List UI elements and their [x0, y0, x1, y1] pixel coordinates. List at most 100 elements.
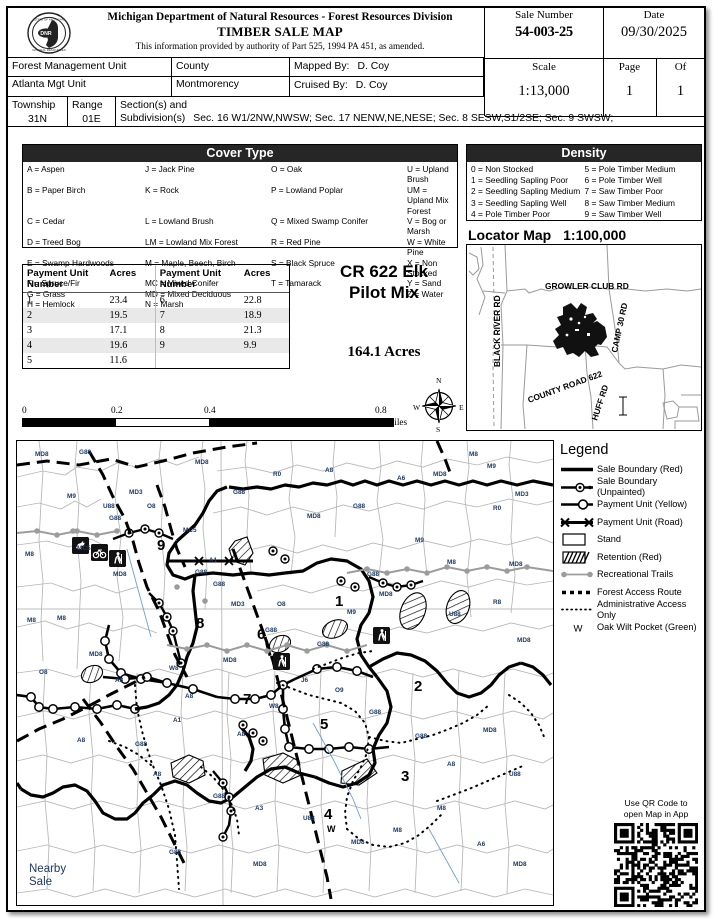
locator-map[interactable]: GROWLER CLUB RD BLACK RIVER RD CAMP 30 R…: [466, 244, 702, 431]
svg-text:W: W: [574, 623, 583, 634]
scale-bar: 0 0.2 0.4 0.8: [22, 406, 394, 427]
cell-acres-1: 19.6: [105, 338, 156, 353]
payment-unit-table: Payment Unit Number Acres Payment Unit Num…: [22, 264, 290, 369]
map-stand-label: MD8: [351, 839, 365, 846]
map-stand-label: G88: [265, 627, 278, 634]
hiking-trail-marker-icon[interactable]: [109, 550, 126, 567]
scale-tick-0: 0: [22, 406, 27, 416]
cell-acres-1: 23.4: [109, 295, 128, 306]
cover-type-panel: Cover Type A = Aspen J = Jack Pine O = Oak…: [22, 144, 458, 309]
township-value: 31N: [27, 114, 48, 125]
map-stand-label: A3: [255, 805, 264, 812]
cell-unit-2: 6: [154, 292, 240, 308]
qr-code-block[interactable]: Use QR Code to open Map in App: [608, 798, 704, 908]
agency-line: Michigan Department of Natural Resources…: [107, 11, 453, 23]
line-open-circle-icon: [559, 497, 597, 512]
header-title-block: DNR STATE OF MICHIGAN NATURAL RESOURCES …: [8, 8, 484, 58]
map-stand-label: MD8: [223, 657, 237, 664]
dashed-thick-line-icon: [559, 585, 597, 600]
cover-type-entry: J = Jack Pine: [145, 164, 195, 174]
map-stand-label: M8: [27, 617, 36, 624]
map-stand-label: G88: [79, 449, 92, 456]
map-oak-wilt-marker: W: [327, 824, 336, 834]
bike-trail-marker-icon[interactable]: [91, 544, 108, 561]
legend-item-label: Payment Unit (Yellow): [597, 499, 688, 510]
cell-acres-1: 11.6: [109, 355, 127, 366]
qr-instruction-line2: open Map in App: [623, 808, 689, 819]
legend-title: Legend: [560, 442, 609, 458]
map-stand-label: M8: [437, 805, 446, 812]
sections-label-2: Subdivision(s): [120, 113, 186, 124]
cruised-by-cell: Cruised By: D. Coy: [290, 77, 484, 97]
density-list: 0 = Non Stocked 5 = Pole Timber Medium 1 =…: [467, 162, 701, 222]
legend-item-label: Stand: [597, 534, 622, 545]
mapped-by-cell: Mapped By: D. Coy: [290, 58, 484, 77]
sections-cell: Section(s) and Subdivision(s) Sec. 16 W1…: [116, 97, 704, 127]
line-circle-dot-icon: [559, 480, 597, 495]
map-stand-label: MD8: [89, 651, 103, 658]
legend-item: Administrative Access Only: [556, 598, 702, 620]
map-stand-label: MC5: [77, 545, 91, 552]
map-stand-label: MD3: [129, 489, 143, 496]
map-stand-label: G88: [135, 741, 148, 748]
cover-type-entry: X = Non Stocked: [407, 257, 438, 279]
map-stand-label: U88: [449, 611, 461, 618]
map-stand-label: U88: [509, 771, 521, 778]
locator-road-growler-club-rd: GROWLER CLUB RD: [545, 281, 629, 291]
map-payment-unit-1: 1: [335, 593, 344, 610]
legend-item-label: Sale Boundary (Red): [597, 464, 683, 475]
cover-type-entry: Z = Water: [407, 288, 444, 299]
solid-line-icon: [559, 462, 597, 477]
map-stand-label: U88: [303, 815, 315, 822]
legend-item-label: Oak Wilt Pocket (Green): [597, 621, 697, 632]
cell-unit-1: 1: [27, 295, 33, 306]
sale-title-block: CR 622 Elk Pilot Mix: [304, 261, 464, 303]
range-cell: Range 01E: [68, 97, 116, 127]
cover-type-entry: P = Lowland Poplar: [271, 184, 344, 195]
cell-unit-2: 8: [154, 323, 240, 338]
document-sheet: DNR STATE OF MICHIGAN NATURAL RESOURCES …: [6, 6, 706, 912]
density-entry: 1 = Seedling Sapling Poor: [471, 175, 569, 186]
density-panel: Density 0 = Non Stocked 5 = Pole Timber M…: [466, 144, 702, 221]
col-payment-unit-number-1: Payment Unit Number: [23, 265, 106, 293]
cover-type-entry: O = Oak: [271, 164, 303, 174]
map-canvas[interactable]: [17, 441, 553, 905]
hiking-trail-marker-icon-2[interactable]: [373, 627, 390, 644]
range-value: 01E: [82, 114, 101, 125]
map-stand-label: G88: [369, 709, 382, 716]
main-map[interactable]: 9 8 6 7 1 2 5 3 4 W Nearby Sale: [16, 440, 554, 906]
map-stand-label: M9: [67, 493, 76, 500]
cell-acres-1: 17.1: [109, 325, 128, 336]
map-stand-label: G88: [317, 641, 330, 648]
equestrian-trail-marker-icon[interactable]: [72, 537, 89, 554]
cover-type-entry: E = Swamp Hardwoods: [27, 257, 114, 268]
map-stand-label: W8: [169, 665, 179, 672]
hiking-trail-marker-icon-3[interactable]: [273, 653, 290, 670]
qr-code-icon[interactable]: [614, 823, 699, 908]
cover-type-entry: R = Red Pine: [271, 236, 321, 247]
compass-n: N: [436, 376, 442, 385]
map-stand-label: MD8: [113, 571, 127, 578]
map-stand-label: MD8: [379, 591, 393, 598]
map-stand-label: O8: [277, 601, 286, 608]
cell-acres-2: 9.9: [239, 338, 289, 353]
legend-item-label: Administrative Access Only: [597, 598, 687, 620]
map-stand-label: MD8: [35, 451, 49, 458]
map-stand-label: MD8: [513, 861, 527, 868]
line-x-marks-icon: [559, 515, 597, 530]
page-value: 1: [625, 83, 634, 99]
map-stand-label: G88: [213, 581, 226, 588]
fmu-label: Forest Management Unit: [12, 61, 127, 72]
sale-number-value: 54-003-25: [515, 24, 573, 40]
cover-type-entry: B = Paper Birch: [27, 184, 86, 195]
scale-tick-1: 0.2: [111, 406, 123, 416]
scale-tick-2: 0.4: [204, 406, 216, 416]
density-entry: 2 = Seedling Sapling Medium: [471, 186, 581, 197]
table-row: 3 17.1 8 21.3: [23, 323, 289, 338]
map-stand-label: MC5: [183, 527, 197, 534]
cover-type-entry: K = Rock: [145, 184, 179, 195]
map-stand-label: M8: [447, 559, 456, 566]
page-cell: Page 1: [603, 58, 657, 117]
of-label: Of: [674, 61, 687, 73]
locator-map-scale: 1:100,000: [563, 227, 627, 243]
